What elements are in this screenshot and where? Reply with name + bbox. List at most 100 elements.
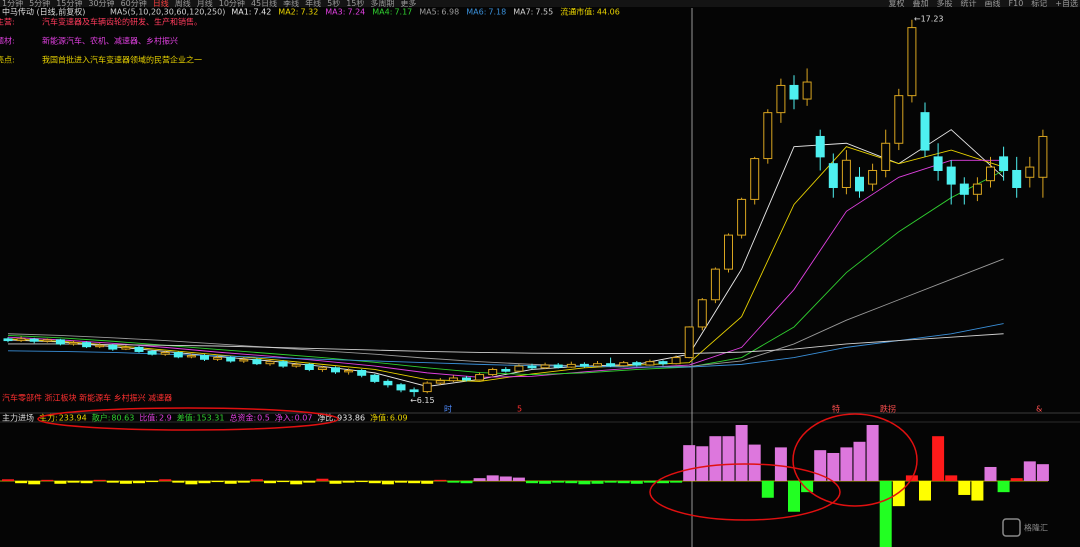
flow-bar [408,480,421,484]
candle-body [828,163,838,188]
tool-button[interactable]: +自选 [1055,0,1078,8]
candle-body [750,158,760,200]
flow-bar [696,446,709,481]
candle-body [566,363,576,368]
candle-body [435,380,445,384]
tool-button[interactable]: 统计 [961,0,977,8]
candle-body [409,389,419,393]
legend-value: 7.55 [535,8,553,17]
tool-button[interactable]: F10 [1009,0,1024,8]
flow-bar [316,478,329,481]
candle-body [265,361,275,365]
period-tab[interactable]: 10分钟 [219,0,245,8]
flow-stat-label: 散户: [92,413,111,423]
candle-body [16,338,26,342]
watermark-logo [1002,518,1021,537]
flow-bar [28,480,41,485]
stock-title: 中马传动 (日线,前复权) [2,7,85,17]
flow-bar [434,479,447,481]
candle-body [671,357,681,365]
candle-body [160,351,170,355]
flow-bar [958,480,971,495]
legend-label: MA4: [372,8,392,17]
candle-body [959,183,969,195]
candle-body [3,338,13,342]
tool-button[interactable]: 画线 [985,0,1001,8]
candle-body [658,361,668,365]
flow-bar [460,480,473,484]
candle-body [29,338,39,342]
period-tab[interactable]: 60分钟 [121,0,147,8]
info-label: 主营: [0,17,15,27]
candle-body [501,368,511,372]
flow-bar [119,480,132,484]
period-tab[interactable]: 周线 [175,0,191,8]
flow-bar [250,479,263,481]
candle-body [933,156,943,171]
flow-bar [945,475,958,481]
candle-body [173,351,183,358]
candle-body [553,364,563,368]
candle-body [763,112,773,160]
flow-bar [486,475,499,481]
period-tab[interactable]: 30分钟 [88,0,114,8]
flow-bar [630,480,643,484]
flow-bar [774,447,787,481]
flow-bar [801,480,814,493]
candle-body [317,367,327,370]
period-tab[interactable]: 15分钟 [56,0,82,8]
tool-button[interactable]: 多股 [937,0,953,8]
period-tab[interactable]: 季线 [283,0,299,8]
flow-stat-label: 总资金: [229,413,256,423]
candle-body [357,369,367,376]
period-tab[interactable]: 15秒 [346,0,364,8]
candle-body [488,368,498,376]
flow-bar [591,480,604,484]
legend-value: 7.24 [347,8,365,17]
flow-bar [565,480,578,484]
candle-body [986,166,995,182]
candle-body [134,346,144,352]
flow-bar [526,480,538,484]
tool-button[interactable]: 标记 [1031,0,1047,8]
period-tab[interactable]: 5分钟 [29,0,50,8]
period-tab[interactable]: 45日线 [251,0,277,8]
candle-body [697,299,707,328]
flow-bar [290,480,303,485]
ma-line [7,159,1004,378]
period-tab[interactable]: 年线 [305,0,321,8]
toolbar-bar [0,0,1080,7]
flow-stat-label: 净比: [317,413,336,423]
flow-bar [381,480,394,485]
legend-label: MA6: [466,8,486,17]
period-tab[interactable]: 月线 [197,0,213,8]
ma-line [7,170,1004,376]
flow-bar [617,480,630,484]
info-label: 亮点: [0,55,15,65]
flow-bar [395,480,407,483]
legend-label: MA3: [325,8,345,17]
legend-value: 7.17 [394,8,412,17]
tool-button[interactable]: 复权 [889,0,905,8]
flow-bar [67,480,80,483]
candle-body [331,367,340,373]
flow-bar [761,480,774,498]
candle-body [999,156,1009,171]
period-tab[interactable]: 多周期 [370,0,394,8]
candle-body [462,377,471,381]
flow-bar [892,480,905,507]
period-tab[interactable]: 5秒 [327,0,340,8]
candle-body [881,142,891,171]
candle-body [514,365,524,372]
candle-body [396,384,406,391]
low-label: ←6.15 [410,396,435,405]
period-tab[interactable]: 日线 [153,0,169,8]
legend-label: MA1: [231,8,251,17]
info-text: 新能源汽车、农机、减速器、乡村振兴 [42,36,178,46]
tool-button[interactable]: 叠加 [913,0,929,8]
flow-bar [722,436,735,481]
period-tab[interactable]: 更多 [400,0,416,8]
period-tab[interactable]: 1分钟 [2,0,23,8]
candle-body [252,359,262,365]
